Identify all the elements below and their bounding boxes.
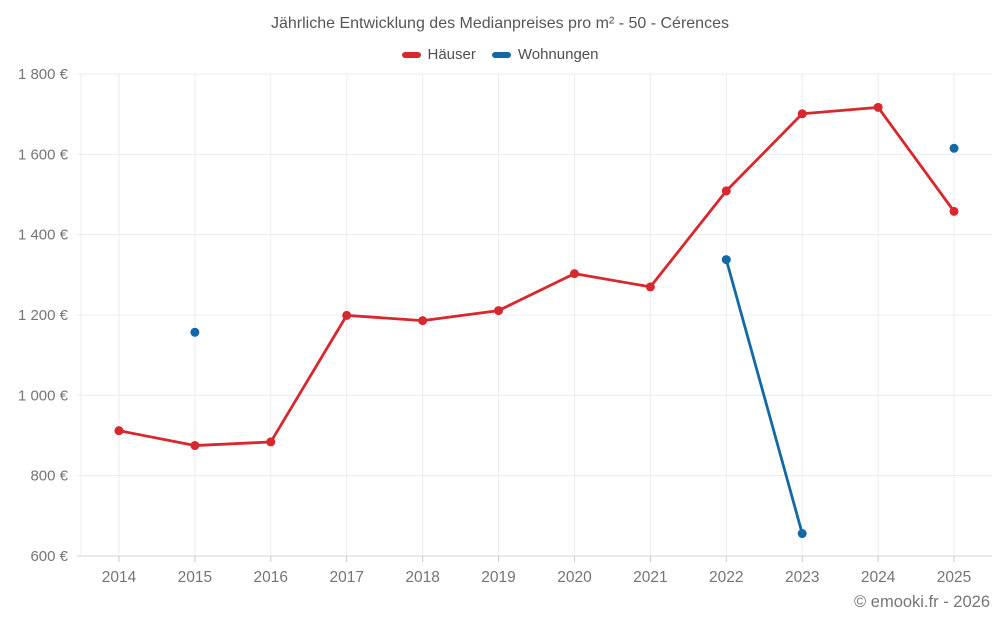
chart-legend: Häuser Wohnungen bbox=[0, 46, 1000, 63]
data-point-wohnungen-2025[interactable] bbox=[949, 143, 959, 153]
copyright-text: © emooki.fr - 2026 bbox=[854, 593, 990, 611]
data-point-hauser-2022[interactable] bbox=[721, 186, 731, 196]
data-point-hauser-2025[interactable] bbox=[949, 206, 959, 216]
legend-label-wohnungen: Wohnungen bbox=[517, 46, 599, 63]
x-tick-label-2024[interactable]: 2024 bbox=[861, 569, 896, 586]
y-tick-label-1600: 1 600 € bbox=[18, 146, 69, 163]
data-point-hauser-2016[interactable] bbox=[266, 437, 276, 447]
legend-item-wohnungen[interactable]: Wohnungen bbox=[491, 46, 599, 63]
legend-item-hauser[interactable]: Häuser bbox=[401, 46, 476, 63]
y-tick-label-1200: 1 200 € bbox=[18, 307, 69, 324]
data-point-wohnungen-2022[interactable] bbox=[721, 255, 731, 265]
data-point-hauser-2018[interactable] bbox=[418, 316, 428, 326]
chart-title: Jährliche Entwicklung des Medianpreises … bbox=[271, 15, 729, 32]
x-tick-label-2022[interactable]: 2022 bbox=[709, 569, 743, 586]
data-point-hauser-2020[interactable] bbox=[569, 269, 579, 279]
x-tick-label-2021[interactable]: 2021 bbox=[633, 569, 667, 586]
x-tick-label-2014[interactable]: 2014 bbox=[102, 569, 137, 586]
data-point-hauser-2015[interactable] bbox=[190, 441, 200, 451]
data-point-hauser-2021[interactable] bbox=[645, 282, 655, 292]
series-line-hauser bbox=[117, 105, 956, 447]
series-line-wohnungen bbox=[724, 258, 804, 535]
data-point-hauser-2014[interactable] bbox=[114, 426, 124, 436]
y-tick-label-1400: 1 400 € bbox=[18, 227, 69, 244]
x-tick-label-2020[interactable]: 2020 bbox=[557, 569, 592, 586]
data-point-wohnungen-2023[interactable] bbox=[797, 529, 807, 539]
x-tick-label-2023[interactable]: 2023 bbox=[785, 569, 819, 586]
x-tick-label-2018[interactable]: 2018 bbox=[405, 569, 439, 586]
y-tick-label-1800: 1 800 € bbox=[18, 66, 69, 83]
data-point-hauser-2017[interactable] bbox=[342, 310, 352, 320]
x-tick-label-2019[interactable]: 2019 bbox=[481, 569, 515, 586]
legend-label-hauser: Häuser bbox=[427, 46, 476, 63]
x-tick-label-2015[interactable]: 2015 bbox=[178, 569, 212, 586]
x-tick-label-2025[interactable]: 2025 bbox=[937, 569, 971, 586]
y-tick-label-600: 600 € bbox=[30, 548, 68, 565]
x-tick-label-2017[interactable]: 2017 bbox=[329, 569, 363, 586]
legend-swatch-hauser-icon bbox=[401, 51, 421, 58]
legend-swatch-wohnungen-icon bbox=[491, 51, 511, 58]
data-point-hauser-2023[interactable] bbox=[797, 109, 807, 119]
y-tick-label-800: 800 € bbox=[30, 468, 68, 485]
data-point-hauser-2024[interactable] bbox=[873, 102, 883, 112]
data-point-wohnungen-2015[interactable] bbox=[190, 327, 200, 337]
data-point-hauser-2019[interactable] bbox=[494, 306, 504, 316]
y-tick-label-1000: 1 000 € bbox=[18, 387, 69, 404]
x-tick-label-2016[interactable]: 2016 bbox=[254, 569, 288, 586]
